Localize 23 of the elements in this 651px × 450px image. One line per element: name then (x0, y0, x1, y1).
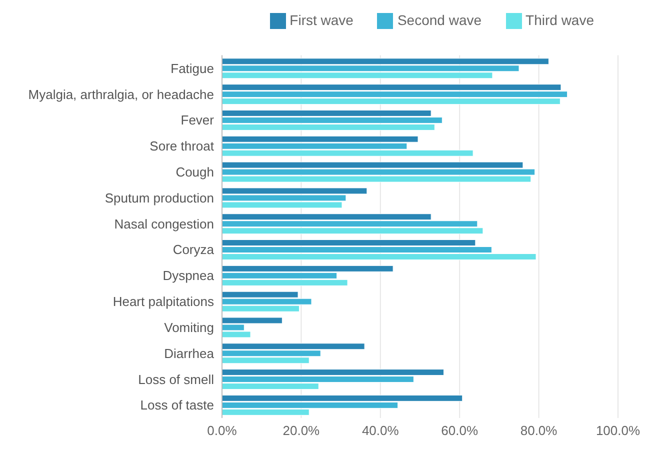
y-tick-label: Loss of taste (140, 398, 214, 413)
x-tick-label: 60.0% (441, 423, 478, 438)
y-tick-label: Fatigue (170, 60, 214, 76)
legend-label: Second wave (397, 12, 482, 28)
y-tick-label: Sputum production (104, 190, 214, 206)
y-tick-label: Fever (180, 112, 215, 128)
y-tick-label: Diarrhea (164, 346, 215, 361)
legend-label: Third wave (526, 12, 594, 28)
y-tick-label: Sore throat (150, 138, 214, 154)
y-tick-label: Coryza (172, 242, 215, 258)
x-tick-label: 80.0% (520, 423, 558, 438)
x-tick-label: 40.0% (362, 423, 400, 438)
y-tick-label: Nasal congestion (114, 216, 214, 232)
y-tick-label: Loss of smell (138, 372, 214, 387)
x-tick-label: 100.0% (596, 423, 640, 438)
y-tick-label: Dyspnea (162, 268, 215, 284)
y-tick-label: Myalgia, arthralgia, or headache (28, 86, 214, 102)
y-tick-label: Heart palpitations (112, 294, 214, 310)
x-tick-label: 20.0% (282, 423, 320, 438)
y-tick-label: Cough (176, 164, 214, 180)
y-tick-label: Vomiting (164, 320, 214, 335)
legend-label: First wave (290, 12, 354, 28)
x-tick-label: 0.0% (207, 423, 238, 438)
